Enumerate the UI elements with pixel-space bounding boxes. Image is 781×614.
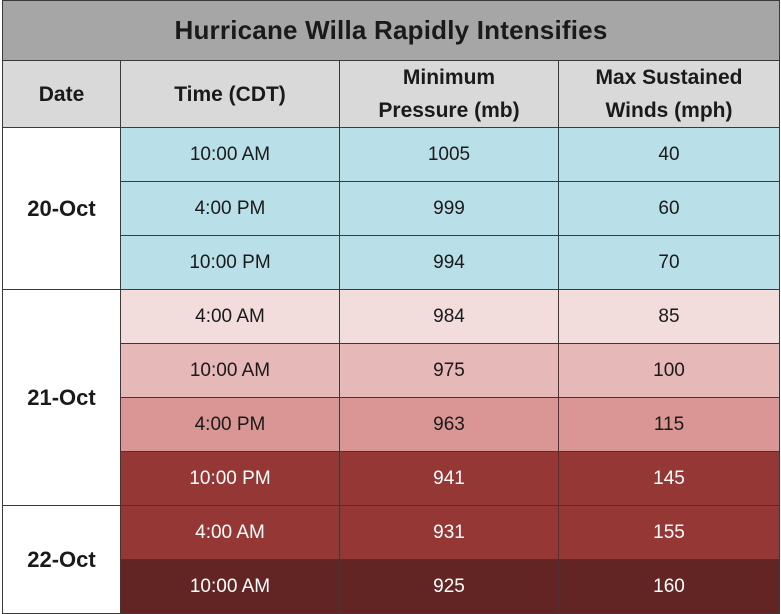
table-row: 10:00 PM 941 145 [3,451,780,506]
table-row: 10:00 PM 994 70 [3,235,780,290]
header-winds-line2: Winds (mph) [605,99,733,122]
time-cell: 10:00 PM [120,451,340,506]
time-cell: 10:00 PM [120,235,340,290]
time-cell: 4:00 AM [120,289,340,344]
table-row: 10:00 AM 975 100 [3,343,780,398]
date-cell: 21-Oct [2,289,121,506]
date-cell: 20-Oct [2,127,121,290]
winds-cell: 100 [558,343,780,398]
header-time: Time (CDT) [120,60,340,128]
pressure-cell: 984 [339,289,559,344]
pressure-cell: 931 [339,505,559,560]
winds-cell: 160 [558,559,780,614]
pressure-cell: 975 [339,343,559,398]
pressure-cell: 963 [339,397,559,452]
winds-cell: 70 [558,235,780,290]
pressure-cell: 1005 [339,127,559,182]
time-cell: 4:00 AM [120,505,340,560]
table-row: 22-Oct 4:00 AM 931 155 [2,505,780,614]
table-row: 4:00 PM 963 115 [3,397,780,452]
winds-cell: 85 [558,289,780,344]
time-cell: 10:00 AM [120,127,340,182]
winds-cell: 60 [558,181,780,236]
time-cell: 4:00 PM [120,181,340,236]
table-row: 21-Oct 4:00 AM 984 85 [2,289,780,506]
time-cell: 10:00 AM [120,343,340,398]
header-winds-line1: Max Sustained [595,66,743,89]
header-date: Date [2,60,121,128]
winds-cell: 40 [558,127,780,182]
pressure-cell: 925 [339,559,559,614]
pressure-cell: 994 [339,235,559,290]
table-row: 4:00 PM 999 60 [3,181,780,236]
pressure-cell: 941 [339,451,559,506]
date-cell: 22-Oct [2,505,121,614]
pressure-cell: 999 [339,181,559,236]
header-pressure-line2: Pressure (mb) [378,99,520,122]
table-body: 20-Oct 10:00 AM 1005 40 4:00 PM 999 60 10:00 PM… [2,127,780,614]
header-pressure: Minimum Pressure (mb) [339,60,559,128]
winds-cell: 155 [558,505,780,560]
winds-cell: 115 [558,397,780,452]
time-cell: 10:00 AM [120,559,340,614]
header-winds: Max Sustained Winds (mph) [558,60,780,128]
time-cell: 4:00 PM [120,397,340,452]
table-title: Hurricane Willa Rapidly Intensifies [2,0,780,61]
table-row: 20-Oct 10:00 AM 1005 40 [2,127,780,290]
header-pressure-line1: Minimum [402,66,496,89]
winds-cell: 145 [558,451,780,506]
table-row: 10:00 AM 925 160 [3,559,780,614]
